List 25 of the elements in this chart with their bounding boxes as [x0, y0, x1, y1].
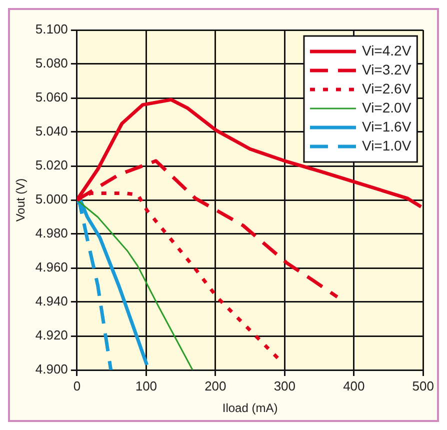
y-tick-label: 5.080	[35, 56, 68, 71]
y-tick-label: 5.040	[35, 124, 68, 139]
legend-label: Vi=3.2V	[362, 61, 412, 78]
legend-label: Vi=2.6V	[362, 80, 412, 96]
y-axis-title: Vout (V)	[14, 178, 28, 222]
y-tick-label: 4.940	[35, 294, 68, 309]
legend-label: Vi=1.0V	[362, 137, 412, 154]
x-axis-title: Iload (mA)	[222, 401, 278, 416]
legend-label: Vi=2.0V	[362, 99, 412, 116]
y-tick-label: 5.020	[35, 158, 68, 173]
x-tick-label: 200	[204, 378, 226, 394]
x-tick-label: 0	[73, 378, 81, 394]
x-tick-label: 100	[135, 378, 158, 394]
x-tick-label: 400	[343, 378, 365, 394]
y-tick-label: 4.980	[35, 226, 68, 241]
x-tick-label: 300	[274, 378, 296, 394]
legend-label: Vi=4.2V	[362, 42, 412, 58]
y-tick-label: 4.920	[35, 328, 68, 343]
y-tick-label: 5.000	[35, 192, 68, 207]
legend-label: Vi=1.6V	[362, 118, 412, 134]
y-tick-label: 5.060	[35, 90, 68, 105]
y-tick-label: 4.960	[35, 260, 68, 275]
y-tick-label: 4.900	[35, 362, 68, 377]
x-tick-label: 500	[412, 378, 434, 394]
y-tick-label: 5.100	[35, 22, 68, 37]
